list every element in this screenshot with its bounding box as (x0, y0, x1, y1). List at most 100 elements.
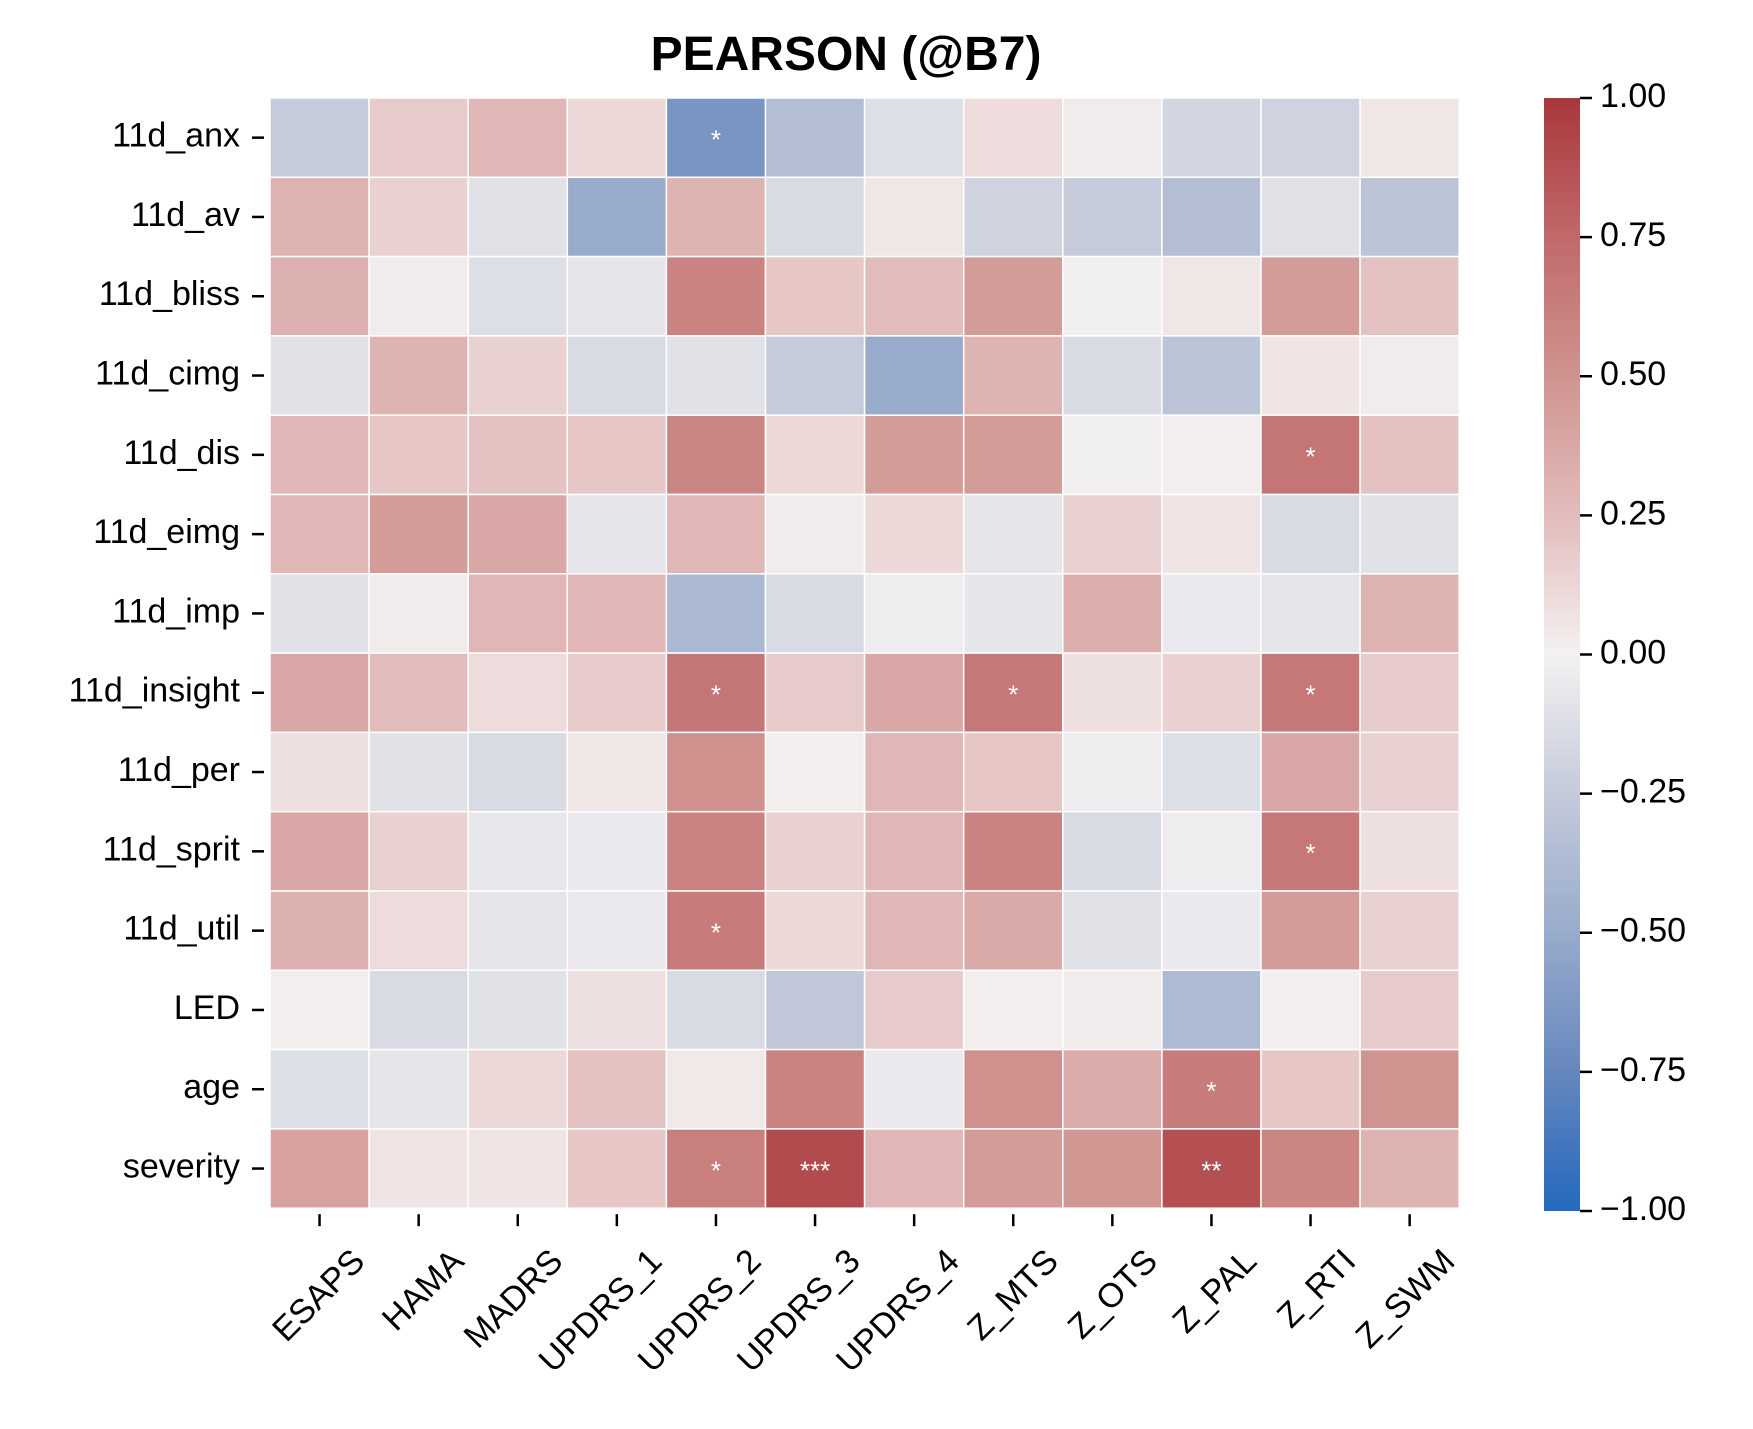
heatmap-cell (368, 890, 469, 972)
colorbar-tick-label: 0.75 (1600, 216, 1666, 254)
significance-marker: * (711, 680, 721, 710)
significance-marker: * (1305, 442, 1315, 472)
heatmap-cell (665, 969, 767, 1051)
heatmap-cell (269, 573, 370, 654)
heatmap-cell (467, 969, 569, 1051)
heatmap-cell (863, 969, 965, 1051)
y-tick-label: 11d_insight (69, 672, 241, 710)
heatmap-cell (1260, 573, 1361, 654)
heatmap-cell (1161, 414, 1262, 496)
heatmap-cell (269, 1128, 370, 1209)
heatmap-cell (665, 810, 767, 892)
heatmap-cell (1359, 176, 1460, 258)
significance-marker: * (711, 125, 721, 155)
heatmap-cell (566, 176, 668, 258)
heatmap-cell (467, 890, 569, 972)
heatmap-cell (269, 731, 370, 813)
heatmap-cell (368, 335, 469, 416)
heatmap-cell (863, 414, 965, 496)
heatmap-cell (269, 414, 370, 496)
heatmap-cell (665, 414, 767, 496)
heatmap-cell (566, 890, 668, 972)
heatmap-cell (1359, 652, 1460, 734)
heatmap-cell (467, 1048, 569, 1130)
heatmap-cell (665, 652, 767, 734)
heatmap-cell (269, 335, 370, 416)
heatmap-cell (368, 176, 469, 258)
x-tick-label: Z_MTS (960, 1242, 1066, 1348)
heatmap-cell (665, 573, 767, 654)
heatmap-cell (962, 573, 1064, 654)
heatmap-cell (863, 255, 965, 337)
heatmap-cell (269, 652, 370, 734)
significance-marker: * (1008, 680, 1018, 710)
heatmap-cell (863, 493, 965, 575)
heatmap-cell (1260, 335, 1361, 416)
heatmap-cell (1359, 1048, 1460, 1130)
heatmap-cell (467, 810, 569, 892)
heatmap-cell (1161, 335, 1262, 416)
heatmap-cell (269, 810, 370, 892)
heatmap-cell (1161, 573, 1262, 654)
heatmap-cell (1161, 176, 1262, 258)
heatmap-cell (1062, 1048, 1163, 1130)
colorbar-tick-label: −0.25 (1600, 773, 1686, 811)
heatmap-cell (566, 493, 668, 575)
heatmap-cell (1161, 1048, 1262, 1130)
heatmap-cell (962, 176, 1064, 258)
heatmap-cell (566, 335, 668, 416)
heatmap-cell (1260, 414, 1361, 496)
heatmap-cells (269, 97, 1460, 1209)
heatmap-cell (665, 97, 767, 179)
y-tick-label: 11d_cimg (95, 355, 240, 393)
heatmap-cell (764, 573, 866, 654)
heatmap-cell (1260, 493, 1361, 575)
heatmap-cell (1161, 255, 1262, 337)
heatmap-cell (467, 652, 569, 734)
y-tick-label: 11d_imp (112, 592, 240, 630)
y-tick-label: severity (123, 1148, 240, 1186)
heatmap-cell (1161, 652, 1262, 734)
heatmap-cell (1359, 1128, 1460, 1209)
heatmap-cell (269, 493, 370, 575)
heatmap-cell (566, 969, 668, 1051)
heatmap-cell (1062, 255, 1163, 337)
heatmap-cell (962, 335, 1064, 416)
x-tick-label: Z_SWM (1349, 1242, 1463, 1356)
colorbar-tick-label: 0.25 (1600, 494, 1666, 532)
colorbar-tick-label: −1.00 (1600, 1190, 1686, 1228)
heatmap-cell (269, 176, 370, 258)
heatmap-cell (665, 1128, 767, 1209)
heatmap-cell (863, 810, 965, 892)
heatmap-cell (467, 573, 569, 654)
heatmap-cell (269, 1048, 370, 1130)
y-axis: 11d_anx 11d_av 11d_bliss 11d_cimg 11d_dis 11d… (69, 117, 264, 1186)
heatmap-cell (467, 97, 569, 179)
heatmap-cell (566, 255, 668, 337)
x-tick-label: Z_PAL (1165, 1242, 1264, 1341)
y-tick-label: 11d_per (118, 751, 240, 789)
significance-marker: * (711, 1155, 721, 1185)
heatmap-cell (764, 335, 866, 416)
heatmap-cell (1359, 731, 1460, 813)
significance-annotations: *** * ***** *** ** (711, 125, 1316, 1186)
heatmap-cell (665, 255, 767, 337)
heatmap-cell (863, 97, 965, 179)
heatmap-cell (1161, 731, 1262, 813)
significance-marker: * (1305, 680, 1315, 710)
heatmap-cell (863, 1128, 965, 1209)
heatmap-cell (1062, 414, 1163, 496)
heatmap-cell (863, 731, 965, 813)
heatmap-cell (1062, 176, 1163, 258)
heatmap-cell (764, 414, 866, 496)
y-tick-label: 11d_bliss (99, 275, 240, 313)
x-tick-label: Z_RTI (1270, 1242, 1363, 1335)
heatmap-cell (764, 652, 866, 734)
heatmap-cell (368, 731, 469, 813)
heatmap-cell (962, 969, 1064, 1051)
heatmap-cell (269, 255, 370, 337)
y-tick-label: 11d_sprit (103, 830, 241, 868)
heatmap-cell (764, 493, 866, 575)
heatmap-cell (1359, 890, 1460, 972)
significance-marker: * (1305, 838, 1315, 868)
